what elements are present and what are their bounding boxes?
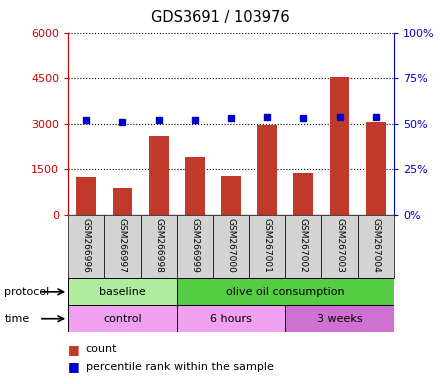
Text: GSM266997: GSM266997 — [118, 218, 127, 273]
Text: GSM267002: GSM267002 — [299, 218, 308, 273]
Text: GSM267004: GSM267004 — [371, 218, 380, 273]
Bar — [366, 122, 386, 215]
Bar — [177, 278, 394, 305]
Text: percentile rank within the sample: percentile rank within the sample — [86, 362, 274, 372]
Text: baseline: baseline — [99, 287, 146, 297]
Bar — [221, 175, 241, 215]
Bar — [322, 215, 358, 278]
Bar — [249, 215, 285, 278]
Bar — [213, 215, 249, 278]
Bar — [293, 173, 313, 215]
Text: GSM266998: GSM266998 — [154, 218, 163, 273]
Bar — [185, 157, 205, 215]
Bar — [330, 77, 349, 215]
Bar — [68, 215, 104, 278]
Bar — [149, 136, 169, 215]
Text: count: count — [86, 344, 117, 354]
Bar — [285, 305, 394, 332]
Text: 6 hours: 6 hours — [210, 314, 252, 324]
Bar — [257, 125, 277, 215]
Text: 3 weeks: 3 weeks — [317, 314, 363, 324]
Bar — [285, 215, 322, 278]
Text: olive oil consumption: olive oil consumption — [226, 287, 345, 297]
Text: GSM266999: GSM266999 — [191, 218, 199, 273]
Text: GSM267001: GSM267001 — [263, 218, 271, 273]
Bar — [177, 305, 285, 332]
Bar — [358, 215, 394, 278]
Bar — [68, 278, 177, 305]
Text: time: time — [4, 314, 29, 324]
Bar — [68, 305, 177, 332]
Text: GDS3691 / 103976: GDS3691 / 103976 — [150, 10, 290, 25]
Text: GSM267003: GSM267003 — [335, 218, 344, 273]
Bar — [104, 215, 140, 278]
Text: ■: ■ — [68, 360, 80, 373]
Bar — [177, 215, 213, 278]
Bar — [140, 215, 177, 278]
Text: ■: ■ — [68, 343, 80, 356]
Text: control: control — [103, 314, 142, 324]
Bar — [113, 188, 132, 215]
Text: GSM267000: GSM267000 — [227, 218, 235, 273]
Text: GSM266996: GSM266996 — [82, 218, 91, 273]
Bar — [77, 177, 96, 215]
Text: protocol: protocol — [4, 287, 50, 297]
